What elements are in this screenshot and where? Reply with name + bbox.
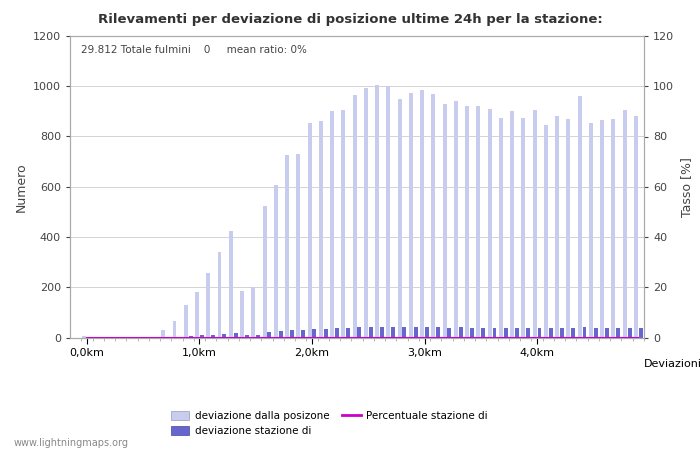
Bar [488, 109, 491, 338]
Legend: deviazione dalla posizone, deviazione stazione di, Percentuale stazione di: deviazione dalla posizone, deviazione st… [167, 407, 491, 440]
Bar [184, 305, 188, 338]
Bar [442, 104, 447, 338]
Bar [251, 287, 256, 338]
Bar [493, 328, 496, 338]
Bar [177, 337, 181, 338]
Text: 29.812 Totale fulmini    0     mean ratio: 0%: 29.812 Totale fulmini 0 mean ratio: 0% [81, 45, 307, 55]
Bar [262, 206, 267, 338]
Bar [369, 327, 372, 338]
Bar [458, 328, 463, 338]
Bar [307, 123, 312, 338]
Bar [600, 120, 604, 338]
Bar [353, 95, 356, 338]
Bar [206, 274, 210, 338]
Bar [346, 328, 350, 338]
Bar [477, 106, 480, 338]
Bar [555, 117, 559, 338]
Bar [279, 331, 283, 338]
Bar [549, 328, 553, 338]
Bar [386, 86, 391, 338]
Bar [312, 328, 316, 338]
Bar [380, 327, 384, 338]
Bar [605, 328, 609, 338]
Bar [285, 155, 289, 338]
Bar [544, 125, 548, 338]
Bar [594, 328, 598, 338]
Bar [211, 335, 215, 338]
Bar [188, 336, 193, 338]
Bar [195, 292, 199, 338]
Bar [499, 117, 503, 338]
Bar [566, 119, 570, 338]
Bar [172, 321, 176, 338]
X-axis label: Deviazioni: Deviazioni [644, 359, 700, 369]
Bar [612, 119, 615, 338]
Bar [409, 93, 413, 338]
Bar [200, 336, 204, 338]
Bar [301, 330, 305, 338]
Bar [538, 328, 542, 338]
Bar [398, 99, 402, 338]
Bar [83, 336, 86, 338]
Bar [623, 110, 626, 338]
Bar [482, 328, 485, 338]
Y-axis label: Numero: Numero [14, 162, 27, 212]
Bar [628, 328, 631, 338]
Bar [256, 335, 260, 338]
Bar [391, 327, 395, 338]
Text: Rilevamenti per deviazione di posizione ultime 24h per la stazione:: Rilevamenti per deviazione di posizione … [97, 14, 603, 27]
Bar [127, 337, 132, 338]
Bar [447, 328, 452, 338]
Bar [218, 252, 221, 338]
Bar [290, 330, 294, 338]
Bar [504, 328, 508, 338]
Bar [526, 328, 530, 338]
Bar [454, 101, 458, 338]
Bar [436, 327, 440, 338]
Bar [533, 110, 537, 338]
Bar [402, 328, 407, 338]
Bar [375, 85, 379, 338]
Bar [274, 185, 278, 338]
Bar [425, 327, 429, 338]
Bar [466, 106, 469, 338]
Bar [431, 94, 435, 338]
Bar [330, 112, 334, 338]
Bar [234, 333, 237, 338]
Bar [616, 328, 620, 338]
Bar [589, 123, 593, 338]
Bar [515, 328, 519, 338]
Bar [161, 330, 165, 338]
Bar [560, 328, 564, 338]
Bar [420, 90, 424, 338]
Bar [571, 328, 575, 338]
Bar [358, 328, 361, 338]
Bar [578, 96, 582, 338]
Bar [323, 328, 328, 338]
Bar [94, 337, 98, 338]
Y-axis label: Tasso [%]: Tasso [%] [680, 157, 693, 217]
Bar [240, 291, 244, 338]
Bar [245, 336, 248, 338]
Bar [470, 328, 474, 338]
Bar [342, 110, 345, 338]
Bar [414, 327, 418, 338]
Text: www.lightningmaps.org: www.lightningmaps.org [14, 438, 129, 448]
Bar [267, 332, 272, 338]
Bar [364, 87, 368, 338]
Bar [223, 334, 226, 338]
Bar [318, 122, 323, 338]
Bar [229, 231, 232, 338]
Bar [510, 112, 514, 338]
Bar [522, 117, 526, 338]
Bar [639, 328, 643, 338]
Bar [335, 328, 339, 338]
Bar [634, 117, 638, 338]
Bar [296, 154, 300, 338]
Bar [582, 328, 587, 338]
